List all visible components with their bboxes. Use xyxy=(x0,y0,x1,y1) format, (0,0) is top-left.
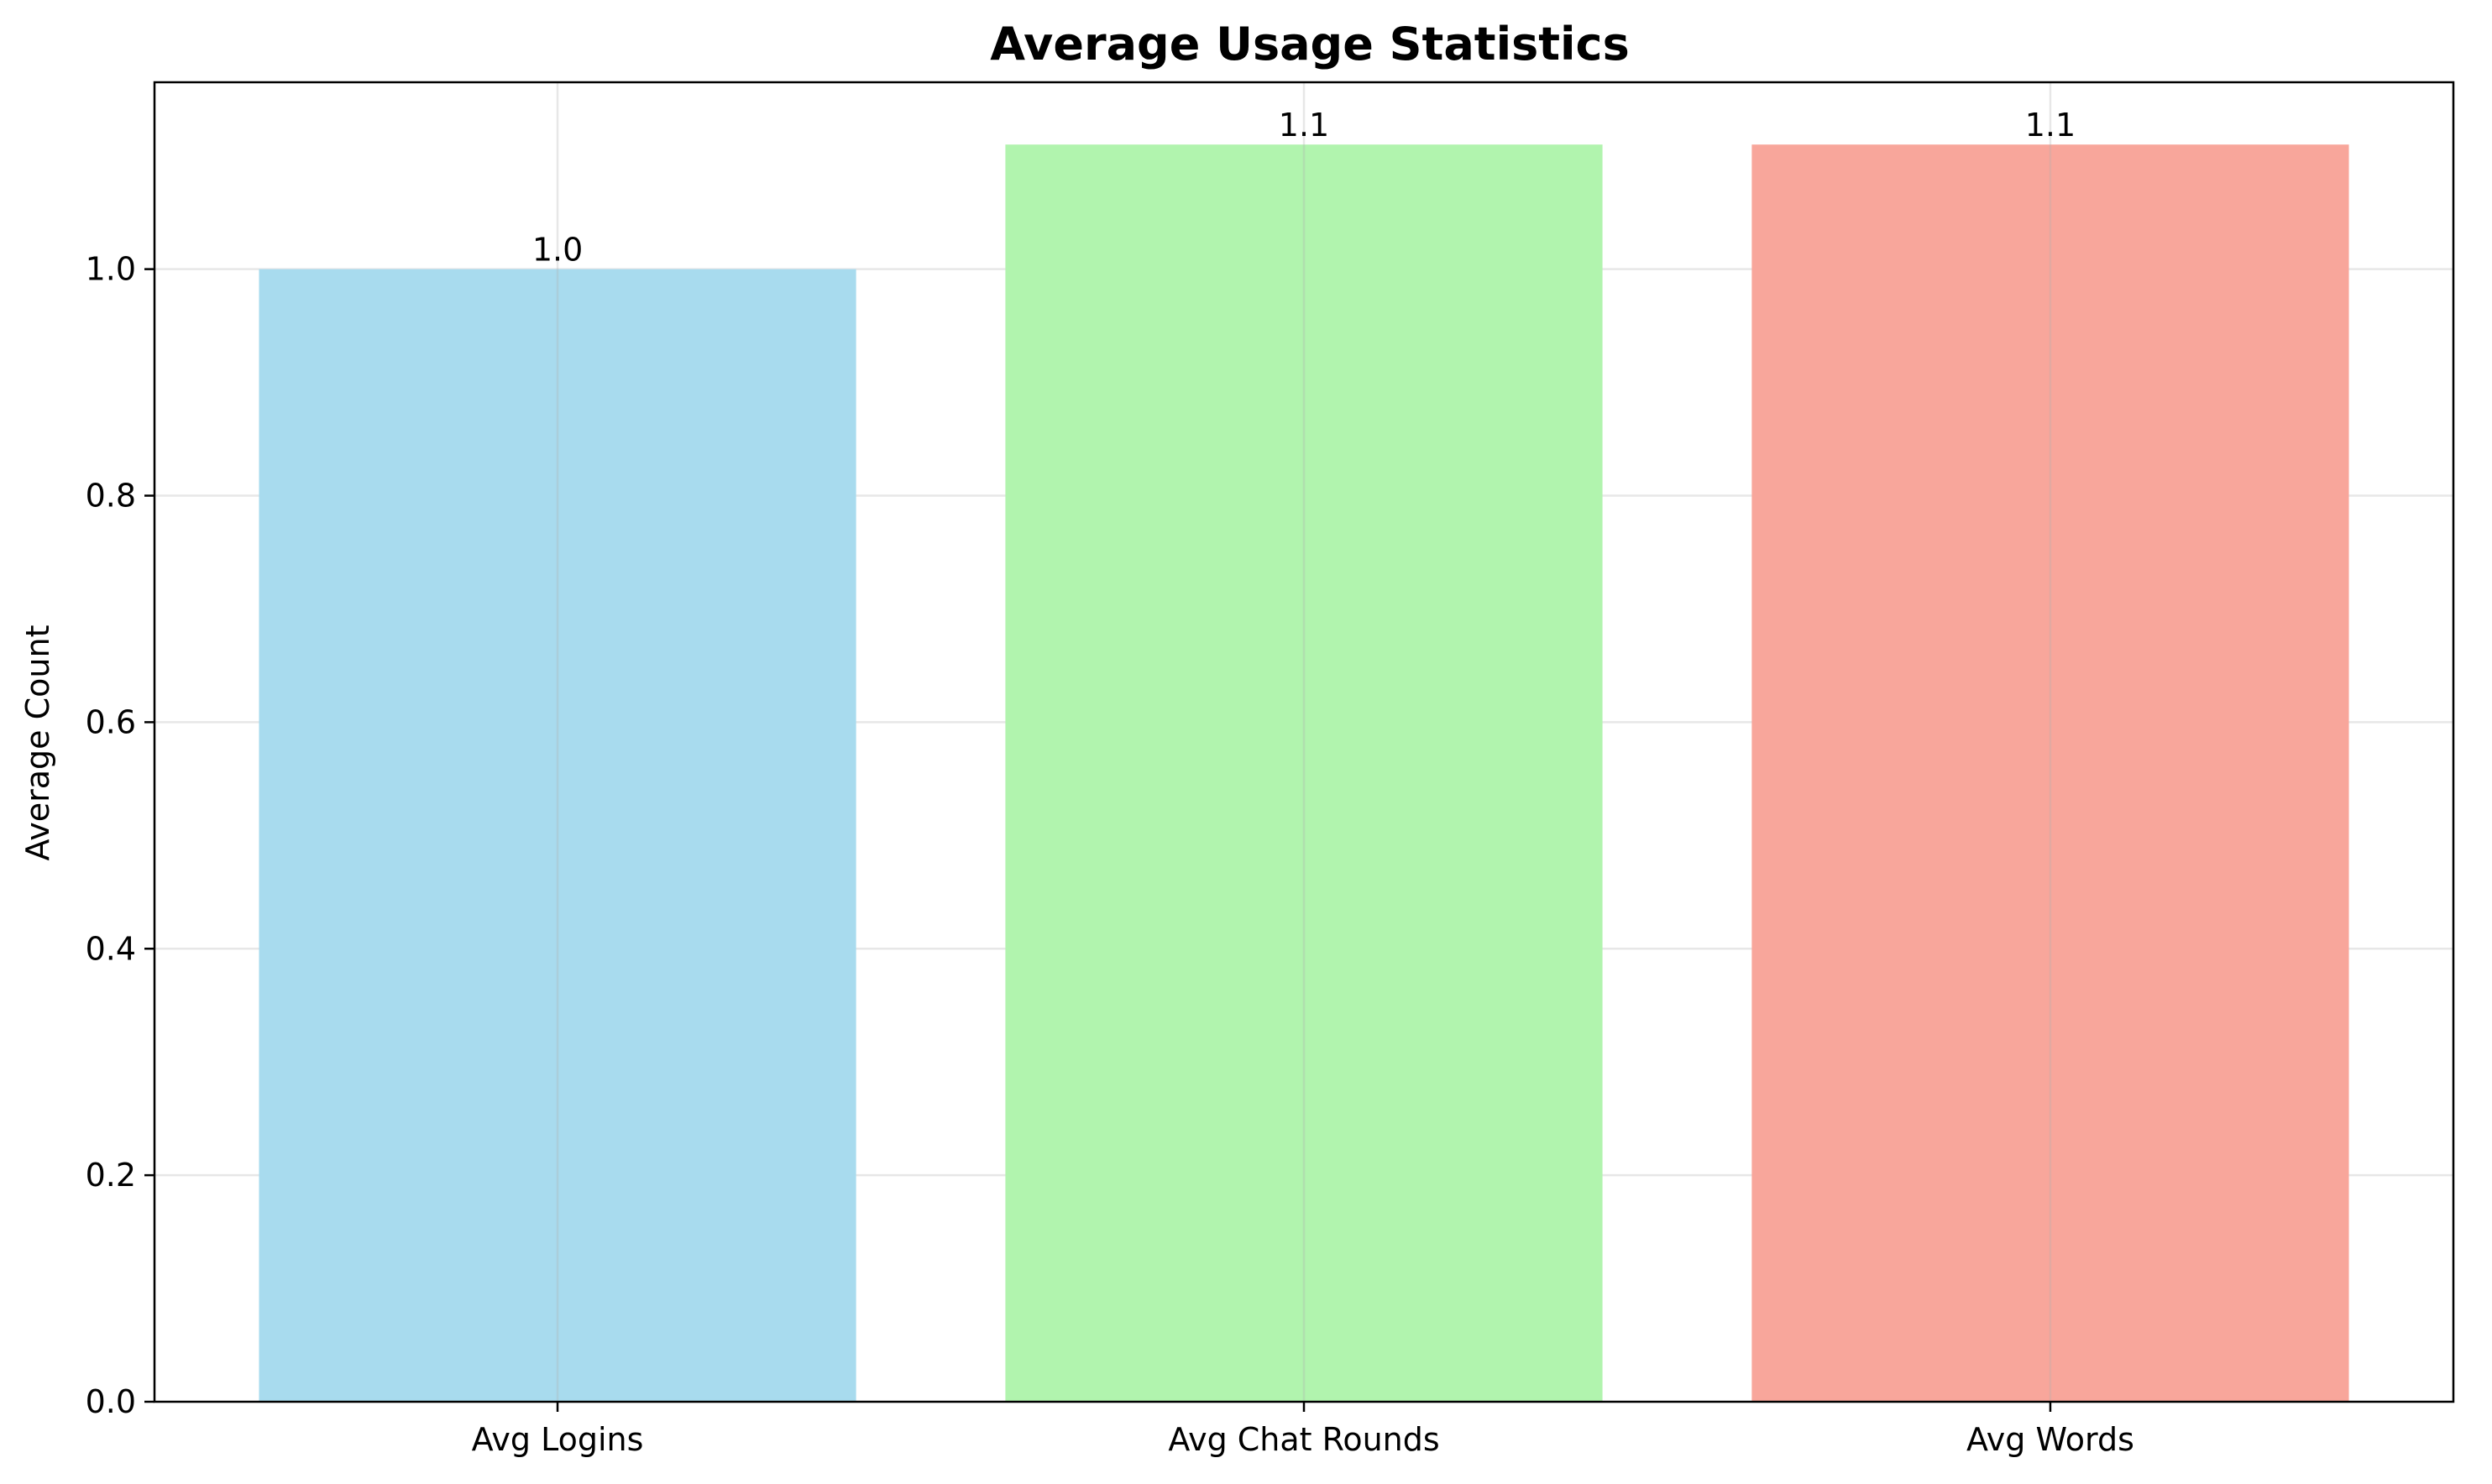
y-tick-label: 0.6 xyxy=(86,703,136,740)
bar-avg-chat-rounds xyxy=(1005,144,1603,1402)
x-tick-label: Avg Words xyxy=(1966,1421,2134,1458)
y-axis-label: Average Count xyxy=(19,625,56,861)
data-label: 1.1 xyxy=(1279,107,1329,144)
plot-frame xyxy=(153,81,2455,1403)
chart-title: Average Usage Statistics xyxy=(990,18,1629,71)
y-axis-ticks: 0.0 0.2 0.4 0.6 0.8 1.0 xyxy=(86,251,154,1420)
y-tick-label: 0.2 xyxy=(86,1157,136,1194)
data-labels: 1.0 1.1 1.1 xyxy=(532,107,2076,268)
y-tick-label: 1.0 xyxy=(86,251,136,288)
data-label: 1.0 xyxy=(532,232,583,269)
vertical-grid-lines xyxy=(556,82,2052,1402)
y-tick-label: 0.4 xyxy=(86,930,136,967)
x-tick-label: Avg Logins xyxy=(472,1421,644,1458)
data-label: 1.1 xyxy=(2025,107,2076,144)
y-tick-label: 0.8 xyxy=(86,478,136,515)
x-tick-label: Avg Chat Rounds xyxy=(1168,1421,1439,1458)
bar-avg-words xyxy=(1751,144,2349,1402)
y-tick-label: 0.0 xyxy=(86,1383,136,1420)
x-axis-ticks: Avg Logins Avg Chat Rounds Avg Words xyxy=(472,1402,2134,1458)
bar-avg-logins xyxy=(259,269,856,1402)
bars xyxy=(259,144,2349,1402)
